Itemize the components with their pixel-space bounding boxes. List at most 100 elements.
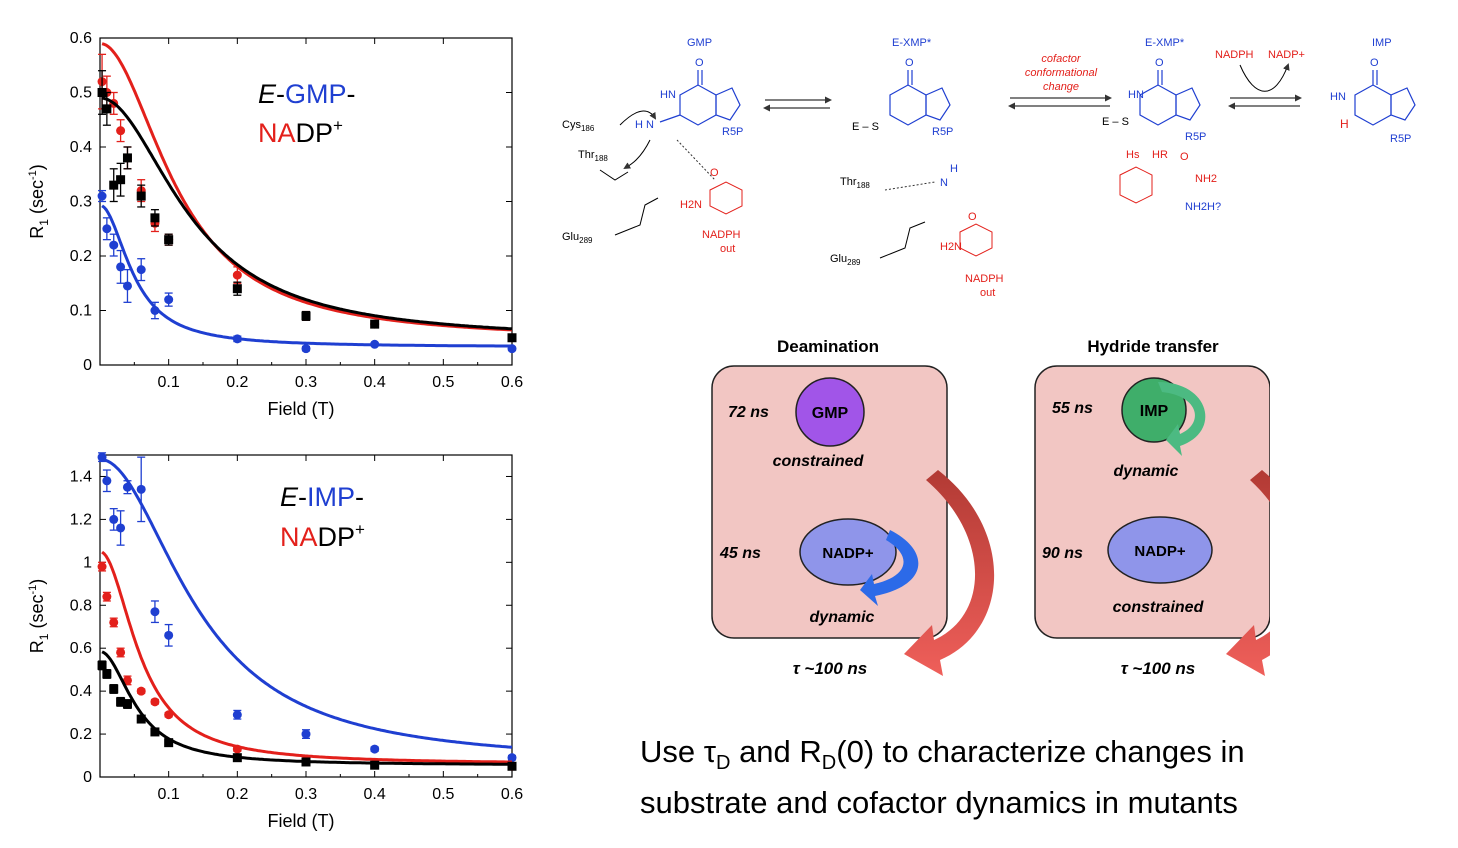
data-point-black bbox=[370, 319, 380, 329]
svg-text:N: N bbox=[940, 177, 948, 189]
x-tick-label: 0.4 bbox=[364, 786, 386, 803]
data-point-black bbox=[164, 738, 174, 748]
complex-label: E-GMP- bbox=[258, 79, 356, 109]
y-tick-label: 0.4 bbox=[70, 139, 92, 156]
data-point-blue bbox=[370, 744, 380, 754]
svg-text:out: out bbox=[980, 287, 995, 299]
chart-egmp-nadp: 0.1 0.2 0.3 0.4 0.5 0.6 0 0.1 0.2 0.3 0.4 0.5 0.6 Fie… bbox=[27, 30, 523, 419]
data-point-blue bbox=[164, 630, 174, 640]
svg-text:O: O bbox=[968, 211, 977, 223]
data-point-black bbox=[232, 753, 242, 763]
data-point-red bbox=[97, 562, 107, 572]
data-point-blue bbox=[507, 753, 517, 763]
x-tick-label: 0.3 bbox=[295, 374, 317, 391]
data-point-blue bbox=[164, 295, 174, 305]
data-point-black bbox=[97, 660, 107, 670]
caption-line-2: substrate and cofactor dynamics in mutan… bbox=[640, 785, 1238, 821]
data-point-black bbox=[301, 757, 311, 767]
data-point-red bbox=[150, 697, 160, 707]
y-tick-label: 0.5 bbox=[70, 85, 92, 102]
data-point-red bbox=[116, 647, 126, 657]
y-tick-label: 1.2 bbox=[70, 511, 92, 528]
nadph-label: NADPH bbox=[1215, 49, 1254, 61]
ammonia-label: NH2H? bbox=[1185, 201, 1221, 213]
x-tick-label: 0.1 bbox=[158, 786, 180, 803]
x-tick-label: 0.4 bbox=[364, 374, 386, 391]
dynamic-arrow-nadp bbox=[860, 530, 919, 606]
svg-text:R5P: R5P bbox=[1185, 131, 1206, 143]
hydride-h: H bbox=[1340, 117, 1349, 131]
y-axis-title: R1 (sec-1) bbox=[27, 164, 51, 238]
data-point-black bbox=[122, 153, 132, 163]
data-point-black bbox=[116, 175, 126, 185]
svg-text:O: O bbox=[1180, 151, 1189, 163]
purine-ring-imp bbox=[1354, 70, 1416, 126]
svg-text:O: O bbox=[905, 57, 914, 69]
cofactor-change-1: cofactor bbox=[1041, 53, 1081, 65]
purine-ring-exmp-1 bbox=[889, 70, 951, 126]
cofactor-label: NADP+ bbox=[258, 116, 343, 148]
data-point-red bbox=[232, 270, 242, 280]
panel-box-hydride bbox=[1034, 365, 1270, 639]
y-tick-label: 1 bbox=[83, 554, 92, 571]
data-point-blue bbox=[102, 224, 112, 234]
tau-arrow-2 bbox=[1226, 470, 1270, 676]
nadph-out-1: NADPH bbox=[702, 229, 741, 241]
stage-label-gmp: GMP bbox=[687, 37, 712, 49]
data-point-blue bbox=[109, 514, 119, 524]
gmp-label: GMP bbox=[812, 405, 849, 422]
dynamic-arrow-imp bbox=[1158, 382, 1206, 456]
nadp-label-1: NADP+ bbox=[822, 545, 874, 562]
data-point-black bbox=[109, 180, 119, 190]
data-point-red bbox=[122, 675, 132, 685]
stage-label-exmp-2: E-XMP* bbox=[1145, 37, 1185, 49]
data-point-blue bbox=[301, 729, 311, 739]
tau-label-1: τ ~100 ns bbox=[793, 659, 868, 678]
cofactor-label: NADP+ bbox=[280, 520, 365, 552]
data-point-blue bbox=[370, 339, 380, 349]
data-point-black bbox=[102, 104, 112, 114]
data-point-black bbox=[301, 311, 311, 321]
data-point-blue bbox=[122, 482, 132, 492]
data-point-red bbox=[232, 744, 242, 754]
y-tick-label: 0.3 bbox=[70, 194, 92, 211]
imp-state: dynamic bbox=[1114, 463, 1179, 480]
svg-text:H2N: H2N bbox=[940, 241, 962, 253]
svg-text:out: out bbox=[720, 243, 735, 255]
y-tick-label: 0.2 bbox=[70, 726, 92, 743]
svg-text:R5P: R5P bbox=[1390, 133, 1411, 145]
data-point-black bbox=[109, 684, 119, 694]
imp-time: 55 ns bbox=[1052, 400, 1093, 417]
y-axis-title: R1 (sec-1) bbox=[27, 579, 51, 653]
panel-title-hydride: Hydride transfer bbox=[1087, 337, 1219, 356]
thr-label: Thr188 bbox=[578, 149, 608, 163]
svg-text:HR: HR bbox=[1152, 149, 1168, 161]
data-point-black bbox=[164, 235, 174, 245]
data-point-blue bbox=[97, 452, 107, 462]
nadp-state-2: constrained bbox=[1113, 599, 1205, 616]
y-tick-label: 0.4 bbox=[70, 683, 92, 700]
data-point-blue bbox=[136, 484, 146, 494]
data-point-red bbox=[164, 710, 174, 720]
enzyme-thioester-2: E – S bbox=[1102, 116, 1129, 128]
svg-text:conformational: conformational bbox=[1025, 67, 1098, 79]
data-point-red bbox=[102, 592, 112, 602]
nadp-time-2: 90 ns bbox=[1042, 545, 1083, 562]
nadph-out-2: NADPH bbox=[965, 273, 1004, 285]
stage-label-imp: IMP bbox=[1372, 37, 1392, 49]
svg-text:change: change bbox=[1043, 81, 1079, 93]
caption-line-1: Use τD and RD(0) to characterize changes… bbox=[640, 734, 1245, 775]
data-point-black bbox=[150, 213, 160, 223]
data-point-black bbox=[136, 191, 146, 201]
data-point-blue bbox=[150, 607, 160, 617]
fit-curve-blue bbox=[101, 204, 512, 348]
data-point-black bbox=[507, 333, 517, 343]
data-point-black bbox=[150, 727, 160, 737]
data-point-black bbox=[136, 714, 146, 724]
data-point-blue bbox=[507, 344, 517, 354]
glu-label: Glu289 bbox=[562, 231, 593, 245]
y-tick-label: 1.4 bbox=[70, 468, 92, 485]
complex-label: E-IMP- bbox=[280, 482, 364, 512]
data-point-blue bbox=[150, 306, 160, 315]
data-point-blue bbox=[122, 281, 132, 291]
